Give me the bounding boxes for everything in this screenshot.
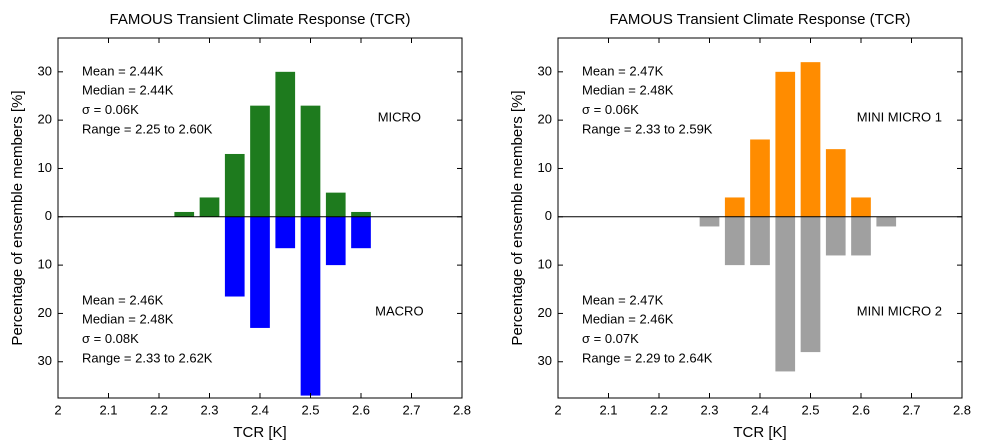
bar	[199, 197, 220, 217]
bar	[724, 197, 745, 217]
bar	[851, 197, 871, 217]
bar	[275, 71, 296, 217]
bar	[325, 192, 346, 217]
bar	[351, 216, 371, 249]
x-tick-label: 2.1	[599, 402, 617, 417]
bar	[699, 216, 720, 227]
series-label: MICRO	[378, 109, 421, 124]
bar	[750, 216, 770, 266]
x-axis-label: TCR [K]	[233, 424, 286, 441]
y-tick-label: 20	[38, 305, 52, 320]
y-tick-label: 20	[38, 112, 52, 127]
y-tick-label: 10	[538, 160, 552, 175]
stats-text: Median = 2.48K	[582, 83, 674, 98]
y-tick-label: 0	[45, 208, 52, 223]
bar	[250, 216, 270, 328]
x-tick-label: 2.3	[200, 402, 218, 417]
stats-text: σ = 0.07K	[582, 331, 639, 346]
stats-text: Median = 2.44K	[82, 83, 174, 98]
x-tick-label: 2.5	[801, 402, 819, 417]
y-axis-label: Percentage of ensemble members [%]	[9, 90, 26, 345]
bar	[851, 216, 871, 256]
bar	[825, 149, 846, 217]
chart-title: FAMOUS Transient Climate Response (TCR)	[110, 11, 411, 28]
bar	[325, 216, 346, 266]
series-label: MACRO	[375, 303, 423, 318]
y-tick-label: 30	[538, 63, 552, 78]
series-label: MINI MICRO 1	[857, 109, 942, 124]
x-tick-label: 2.3	[700, 402, 718, 417]
bar	[300, 216, 321, 396]
stats-text: Mean = 2.47K	[582, 63, 664, 78]
x-tick-label: 2.7	[902, 402, 920, 417]
stats-text: σ = 0.06K	[582, 102, 639, 117]
stats-text: Range = 2.29 to 2.64K	[582, 350, 713, 365]
y-tick-label: 20	[538, 112, 552, 127]
stats-text: Mean = 2.44K	[82, 63, 164, 78]
stats-text: Range = 2.25 to 2.60K	[82, 121, 213, 136]
y-axis-label: Percentage of ensemble members [%]	[509, 90, 526, 345]
stats-text: σ = 0.08K	[82, 331, 139, 346]
bar	[724, 216, 745, 266]
x-tick-label: 2.6	[852, 402, 870, 417]
y-tick-label: 20	[538, 305, 552, 320]
bar	[300, 105, 321, 217]
y-tick-label: 10	[38, 160, 52, 175]
y-tick-label: 0	[545, 208, 552, 223]
stats-text: Range = 2.33 to 2.59K	[582, 121, 713, 136]
bar	[876, 216, 897, 227]
chart-title: FAMOUS Transient Climate Response (TCR)	[610, 11, 911, 28]
y-tick-label: 10	[538, 257, 552, 272]
y-tick-label: 30	[38, 63, 52, 78]
x-tick-label: 2	[554, 402, 561, 417]
x-tick-label: 2.4	[751, 402, 769, 417]
bar	[775, 216, 796, 372]
bar	[224, 216, 245, 297]
x-tick-label: 2.6	[352, 402, 370, 417]
x-tick-label: 2.8	[953, 402, 971, 417]
x-tick-label: 2.2	[150, 402, 168, 417]
x-tick-label: 2.7	[402, 402, 420, 417]
stats-text: σ = 0.06K	[82, 102, 139, 117]
bar	[250, 105, 270, 217]
bar	[750, 139, 770, 217]
stats-text: Mean = 2.47K	[582, 292, 664, 307]
bar	[275, 216, 296, 249]
x-tick-label: 2.8	[453, 402, 471, 417]
x-tick-label: 2	[54, 402, 61, 417]
stats-text: Range = 2.33 to 2.62K	[82, 350, 213, 365]
stats-text: Median = 2.46K	[582, 312, 674, 327]
bar	[351, 211, 371, 217]
bar	[825, 216, 846, 256]
x-tick-label: 2.4	[251, 402, 269, 417]
bar	[775, 71, 796, 217]
x-tick-label: 2.2	[650, 402, 668, 417]
stats-text: Median = 2.48K	[82, 312, 174, 327]
bar	[800, 62, 821, 217]
y-tick-label: 10	[38, 257, 52, 272]
y-tick-label: 30	[38, 353, 52, 368]
bar	[174, 211, 195, 217]
x-tick-label: 2.1	[99, 402, 117, 417]
series-label: MINI MICRO 2	[857, 303, 942, 318]
stats-text: Mean = 2.46K	[82, 292, 164, 307]
x-axis-label: TCR [K]	[733, 424, 786, 441]
y-tick-label: 30	[538, 353, 552, 368]
bar	[800, 216, 821, 353]
bar	[224, 153, 245, 217]
x-tick-label: 2.5	[301, 402, 319, 417]
